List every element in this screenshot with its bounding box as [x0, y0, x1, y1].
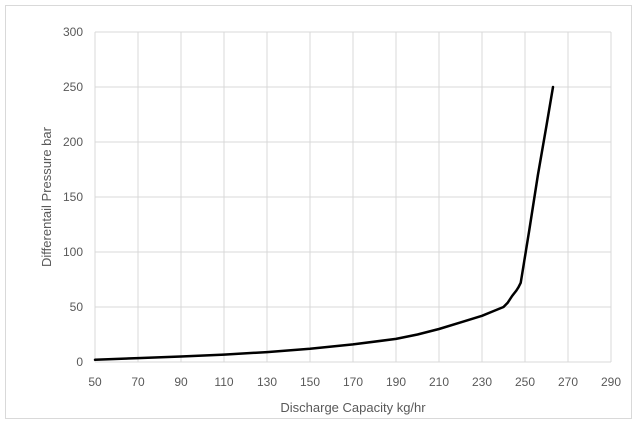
x-tick-label: 90 [174, 375, 188, 389]
x-tick-label: 250 [515, 375, 535, 389]
x-tick-label: 270 [558, 375, 578, 389]
x-tick-label: 50 [88, 375, 102, 389]
y-tick-label: 0 [76, 355, 83, 369]
y-tick-label: 100 [63, 245, 83, 259]
x-tick-label: 130 [257, 375, 277, 389]
y-tick-label: 50 [70, 300, 84, 314]
y-axis-ticks: 0 50 100 150 200 250 300 [63, 25, 83, 369]
x-tick-label: 230 [472, 375, 492, 389]
x-tick-label: 110 [214, 375, 233, 389]
chart-frame [5, 5, 632, 419]
x-tick-label: 170 [343, 375, 363, 389]
y-axis-title: Differentail Pressure bar [39, 126, 54, 267]
gridlines [94, 31, 612, 363]
x-tick-label: 290 [601, 375, 621, 389]
x-axis-title: Discharge Capacity kg/hr [280, 400, 426, 415]
x-tick-label: 210 [429, 375, 449, 389]
series-group [93, 85, 555, 362]
y-tick-label: 250 [63, 80, 83, 94]
y-tick-label: 200 [63, 135, 83, 149]
x-tick-label: 150 [300, 375, 320, 389]
x-tick-label: 190 [386, 375, 406, 389]
x-axis-ticks: 50 70 90 110 130 150 170 190 210 230 250 270 290 [88, 375, 621, 389]
series-line [93, 85, 555, 362]
y-tick-label: 300 [63, 25, 83, 39]
x-tick-label: 70 [131, 375, 145, 389]
y-tick-label: 150 [63, 190, 83, 204]
